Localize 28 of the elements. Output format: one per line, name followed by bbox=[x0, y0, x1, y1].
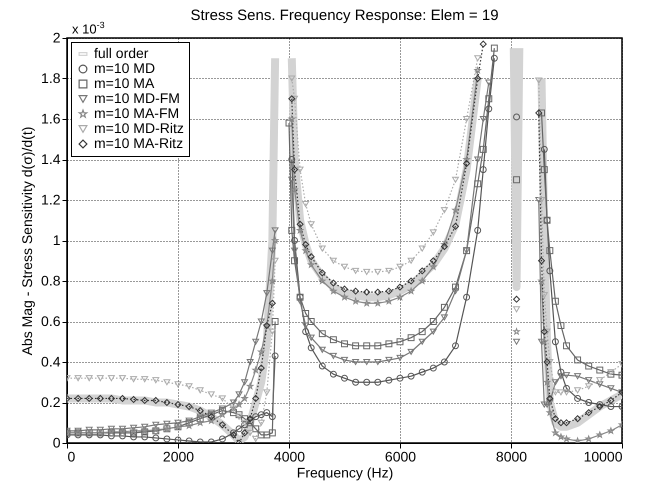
y-tick-label: 1.4 bbox=[41, 151, 61, 167]
x-tick-label: 0 bbox=[68, 448, 76, 464]
legend-label: m=10 MA-FM bbox=[94, 105, 180, 121]
y-tick-label: 1.2 bbox=[41, 192, 61, 208]
legend-label: m=10 MD bbox=[94, 60, 156, 76]
y-axis-title: Abs Mag - Stress Sensitivity d(σ)/d(t) bbox=[19, 126, 36, 356]
y-tick-label: 2 bbox=[52, 30, 61, 46]
x-tick-label: 10000 bbox=[584, 448, 623, 464]
legend-label: m=10 MD-FM bbox=[94, 90, 180, 106]
y-tick-label: 0.2 bbox=[41, 394, 61, 410]
legend-label: m=10 MD-Ritz bbox=[94, 120, 184, 136]
y-tick-label: 1 bbox=[52, 232, 61, 248]
chart-title: Stress Sens. Frequency Response: Elem = 19 bbox=[190, 7, 499, 24]
y-tick-label: 0.6 bbox=[41, 313, 61, 329]
x-tick-label: 2000 bbox=[162, 448, 194, 464]
x-tick-label: 8000 bbox=[496, 448, 528, 464]
y-tick-label: 0.4 bbox=[41, 354, 61, 370]
x-tick-label: 6000 bbox=[384, 448, 416, 464]
x-tick-label: 4000 bbox=[274, 448, 306, 464]
y-tick-label: 0.8 bbox=[41, 272, 61, 288]
legend-label: full order bbox=[94, 45, 149, 61]
text: x 10$^{-3}$ bbox=[72, 20, 105, 36]
x-axis-title: Frequency (Hz) bbox=[296, 464, 394, 480]
legend-label: m=10 MA bbox=[94, 75, 155, 91]
y-tick-label: 1.8 bbox=[41, 70, 61, 86]
y-tick-label: 1.6 bbox=[41, 110, 61, 126]
y-tick-label: 0 bbox=[52, 434, 61, 450]
legend-label: m=10 MA-Ritz bbox=[94, 135, 184, 151]
